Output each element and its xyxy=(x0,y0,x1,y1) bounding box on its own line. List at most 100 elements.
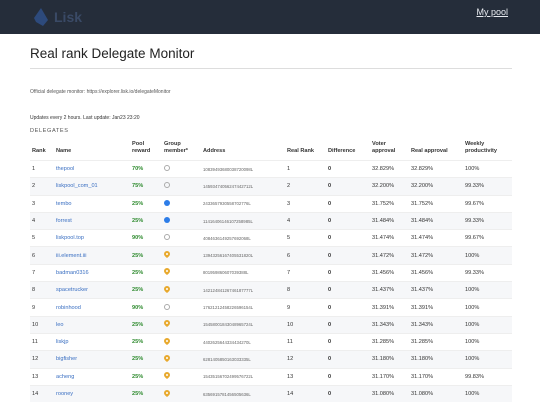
cell-address: 13943256167405531820L xyxy=(201,246,285,265)
cell-pool-reward: 75% xyxy=(130,177,162,196)
map-pin-icon xyxy=(164,285,170,293)
cell-difference: 0 xyxy=(326,298,370,317)
col-address[interactable]: Address xyxy=(203,148,226,154)
cell-productivity: 99.67% xyxy=(463,229,512,247)
map-pin-icon xyxy=(164,372,170,380)
cell-difference: 0 xyxy=(326,194,370,213)
table-row: 3 tembo 25% 2433657930558702776L 3 0 31.752% 31… xyxy=(30,194,512,213)
cell-rank: 8 xyxy=(30,281,54,299)
cell-name[interactable]: spacetrucker xyxy=(54,281,130,299)
cell-group-member xyxy=(162,384,201,403)
cell-rank: 3 xyxy=(30,194,54,213)
cell-address: 4084636149257692068L xyxy=(201,229,285,247)
cell-address: 6281405850163033335L xyxy=(201,350,285,369)
cell-real-rank: 8 xyxy=(285,281,326,299)
cell-real-approval: 31.474% xyxy=(409,229,463,247)
cell-name[interactable]: robinhood xyxy=(54,298,130,317)
cell-approval: 31.752% xyxy=(370,194,409,213)
lisk-logo-icon xyxy=(34,8,48,26)
cell-pool-reward: 25% xyxy=(130,281,162,299)
cell-name[interactable]: iii.element.iii xyxy=(54,246,130,265)
cell-real-rank: 5 xyxy=(285,229,326,247)
col-weekly-productivity[interactable]: Weekly productivity xyxy=(465,141,498,154)
cell-productivity: 99.33% xyxy=(463,211,512,230)
col-real-approval[interactable]: Real approval xyxy=(411,148,448,154)
table-row: 4 forrest 25% 11416406146107258985L 4 0 31.484… xyxy=(30,211,512,230)
cell-group-member xyxy=(162,263,201,282)
cell-real-rank: 6 xyxy=(285,246,326,265)
table-row: 13 acheng 25% 15435156702499576722L 13 0 31.17… xyxy=(30,367,512,386)
cell-productivity: 100% xyxy=(463,298,512,317)
cell-rank: 13 xyxy=(30,367,54,386)
cell-rank: 12 xyxy=(30,350,54,369)
cell-real-rank: 11 xyxy=(285,332,326,351)
cell-name[interactable]: tembo xyxy=(54,194,130,213)
update-info: Updates every 2 hours. Last update: Jan2… xyxy=(30,115,140,121)
cell-difference: 0 xyxy=(326,177,370,196)
cell-approval: 32.200% xyxy=(370,177,409,196)
col-name[interactable]: Name xyxy=(56,148,72,154)
cell-productivity: 100% xyxy=(463,315,512,334)
cell-difference: 0 xyxy=(326,211,370,230)
cell-approval: 31.180% xyxy=(370,350,409,369)
table-row: 7 badman0316 25% 801959860607039388L 7 0 31.45… xyxy=(30,263,512,282)
cell-pool-reward: 25% xyxy=(130,367,162,386)
cell-group-member xyxy=(162,298,201,317)
cell-approval: 31.456% xyxy=(370,263,409,282)
cell-name[interactable]: liskjp xyxy=(54,332,130,351)
cell-real-rank: 12 xyxy=(285,350,326,369)
cell-real-approval: 32.829% xyxy=(409,159,463,178)
cell-real-rank: 14 xyxy=(285,384,326,403)
cell-difference: 0 xyxy=(326,384,370,403)
cell-address: 14212484126746187777L xyxy=(201,281,285,299)
cell-difference: 0 xyxy=(326,159,370,178)
cell-pool-reward: 25% xyxy=(130,315,162,334)
map-pin-icon xyxy=(164,354,170,362)
col-difference[interactable]: Difference xyxy=(328,148,356,154)
cell-pool-reward: 25% xyxy=(130,246,162,265)
cell-approval: 31.170% xyxy=(370,367,409,386)
cell-address: 17621212458226596154L xyxy=(201,298,285,317)
cell-name[interactable]: rooney xyxy=(54,384,130,403)
col-real-rank[interactable]: Real Rank xyxy=(287,148,315,154)
cell-difference: 0 xyxy=(326,246,370,265)
col-rank[interactable]: Rank xyxy=(32,148,46,154)
cell-real-approval: 31.285% xyxy=(409,332,463,351)
cell-name[interactable]: leo xyxy=(54,315,130,334)
cell-pool-reward: 25% xyxy=(130,384,162,403)
table-row: 10 leo 25% 15458001843048965724L 10 0 31.343% 3… xyxy=(30,315,512,334)
cell-name[interactable]: liskpool.top xyxy=(54,229,130,247)
empty-circle-icon xyxy=(164,165,170,172)
col-approval[interactable]: Voter approval xyxy=(372,141,396,154)
cell-approval: 31.484% xyxy=(370,211,409,230)
cell-real-rank: 2 xyxy=(285,177,326,196)
col-group-member[interactable]: Group member* xyxy=(164,141,188,154)
cell-name[interactable]: acheng xyxy=(54,367,130,386)
cell-real-approval: 31.170% xyxy=(409,367,463,386)
cell-group-member xyxy=(162,211,201,230)
cell-name[interactable]: thepool xyxy=(54,159,130,178)
cell-real-approval: 31.437% xyxy=(409,281,463,299)
cell-pool-reward: 25% xyxy=(130,211,162,230)
map-pin-icon xyxy=(164,337,170,345)
cell-real-rank: 1 xyxy=(285,159,326,178)
cell-real-approval: 31.484% xyxy=(409,211,463,230)
cell-name[interactable]: bigfisher xyxy=(54,350,130,369)
cell-group-member xyxy=(162,281,201,299)
cell-real-rank: 4 xyxy=(285,211,326,230)
table-row: 5 liskpool.top 90% 4084636149257692068L 5 0 31… xyxy=(30,229,512,247)
cell-name[interactable]: badman0316 xyxy=(54,263,130,282)
cell-name[interactable]: forrest xyxy=(54,211,130,230)
cell-productivity: 100% xyxy=(463,246,512,265)
cell-real-rank: 9 xyxy=(285,298,326,317)
cell-address: 15458001843048965724L xyxy=(201,315,285,334)
lisk-logo[interactable]: Lisk xyxy=(34,8,82,26)
col-pool-reward[interactable]: Pool reward xyxy=(132,141,151,154)
table-header: Rank Name Pool reward Group member* Addr… xyxy=(30,140,512,161)
cell-approval: 31.437% xyxy=(370,281,409,299)
cell-group-member xyxy=(162,246,201,265)
cell-group-member xyxy=(162,350,201,369)
my-pool-link[interactable]: My pool xyxy=(476,7,508,17)
cell-name[interactable]: liskpool_com_01 xyxy=(54,177,130,196)
cell-address: 15435156702499576722L xyxy=(201,367,285,386)
